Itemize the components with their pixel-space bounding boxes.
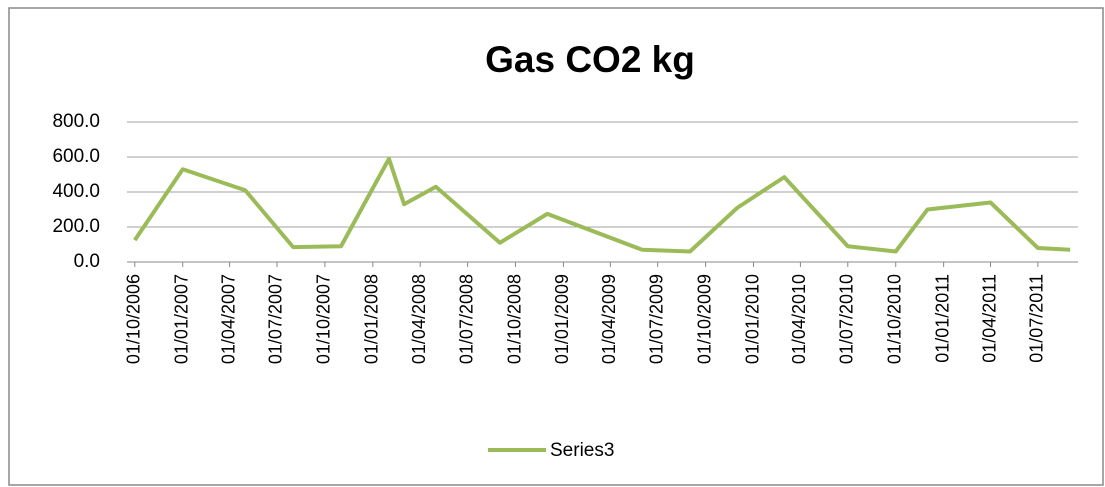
x-tick-label: 01/04/2010 (789, 274, 809, 364)
x-tick-label: 01/07/2010 (837, 274, 857, 364)
x-tick-label: 01/10/2009 (694, 274, 714, 364)
x-tick-label: 01/10/2007 (314, 274, 334, 364)
x-tick-label: 01/10/2008 (504, 274, 524, 364)
x-tick-label: 01/07/2009 (646, 274, 666, 364)
x-tick-label: 01/07/2007 (266, 274, 286, 364)
y-tick-label: 200.0 (52, 216, 100, 237)
x-tick-label: 01/01/2007 (171, 274, 191, 364)
x-tick-label: 01/01/2011 (932, 274, 952, 363)
legend-label: Series3 (550, 440, 614, 461)
x-tick-label: 01/01/2009 (552, 274, 572, 364)
chart-frame (8, 7, 1104, 486)
x-tick-label: 01/04/2008 (409, 274, 429, 364)
x-tick-label: 01/10/2006 (124, 274, 144, 364)
chart-title: Gas CO2 kg (485, 39, 695, 80)
y-tick-label: 400.0 (52, 181, 100, 202)
x-tick-label: 01/01/2008 (362, 274, 382, 364)
y-tick-label: 800.0 (52, 111, 100, 132)
y-tick-label: 600.0 (52, 146, 100, 167)
x-tick-label: 01/07/2008 (456, 274, 476, 364)
x-tick-label: 01/10/2010 (884, 274, 904, 364)
y-tick-label: 0.0 (74, 251, 100, 272)
x-tick-label: 01/01/2010 (742, 274, 762, 364)
x-tick-label: 01/04/2009 (599, 274, 619, 364)
x-tick-label: 01/07/2011 (1027, 274, 1047, 363)
x-tick-label: 01/04/2011 (979, 274, 999, 363)
x-tick-label: 01/04/2007 (218, 274, 238, 364)
data-line (133, 156, 1071, 254)
